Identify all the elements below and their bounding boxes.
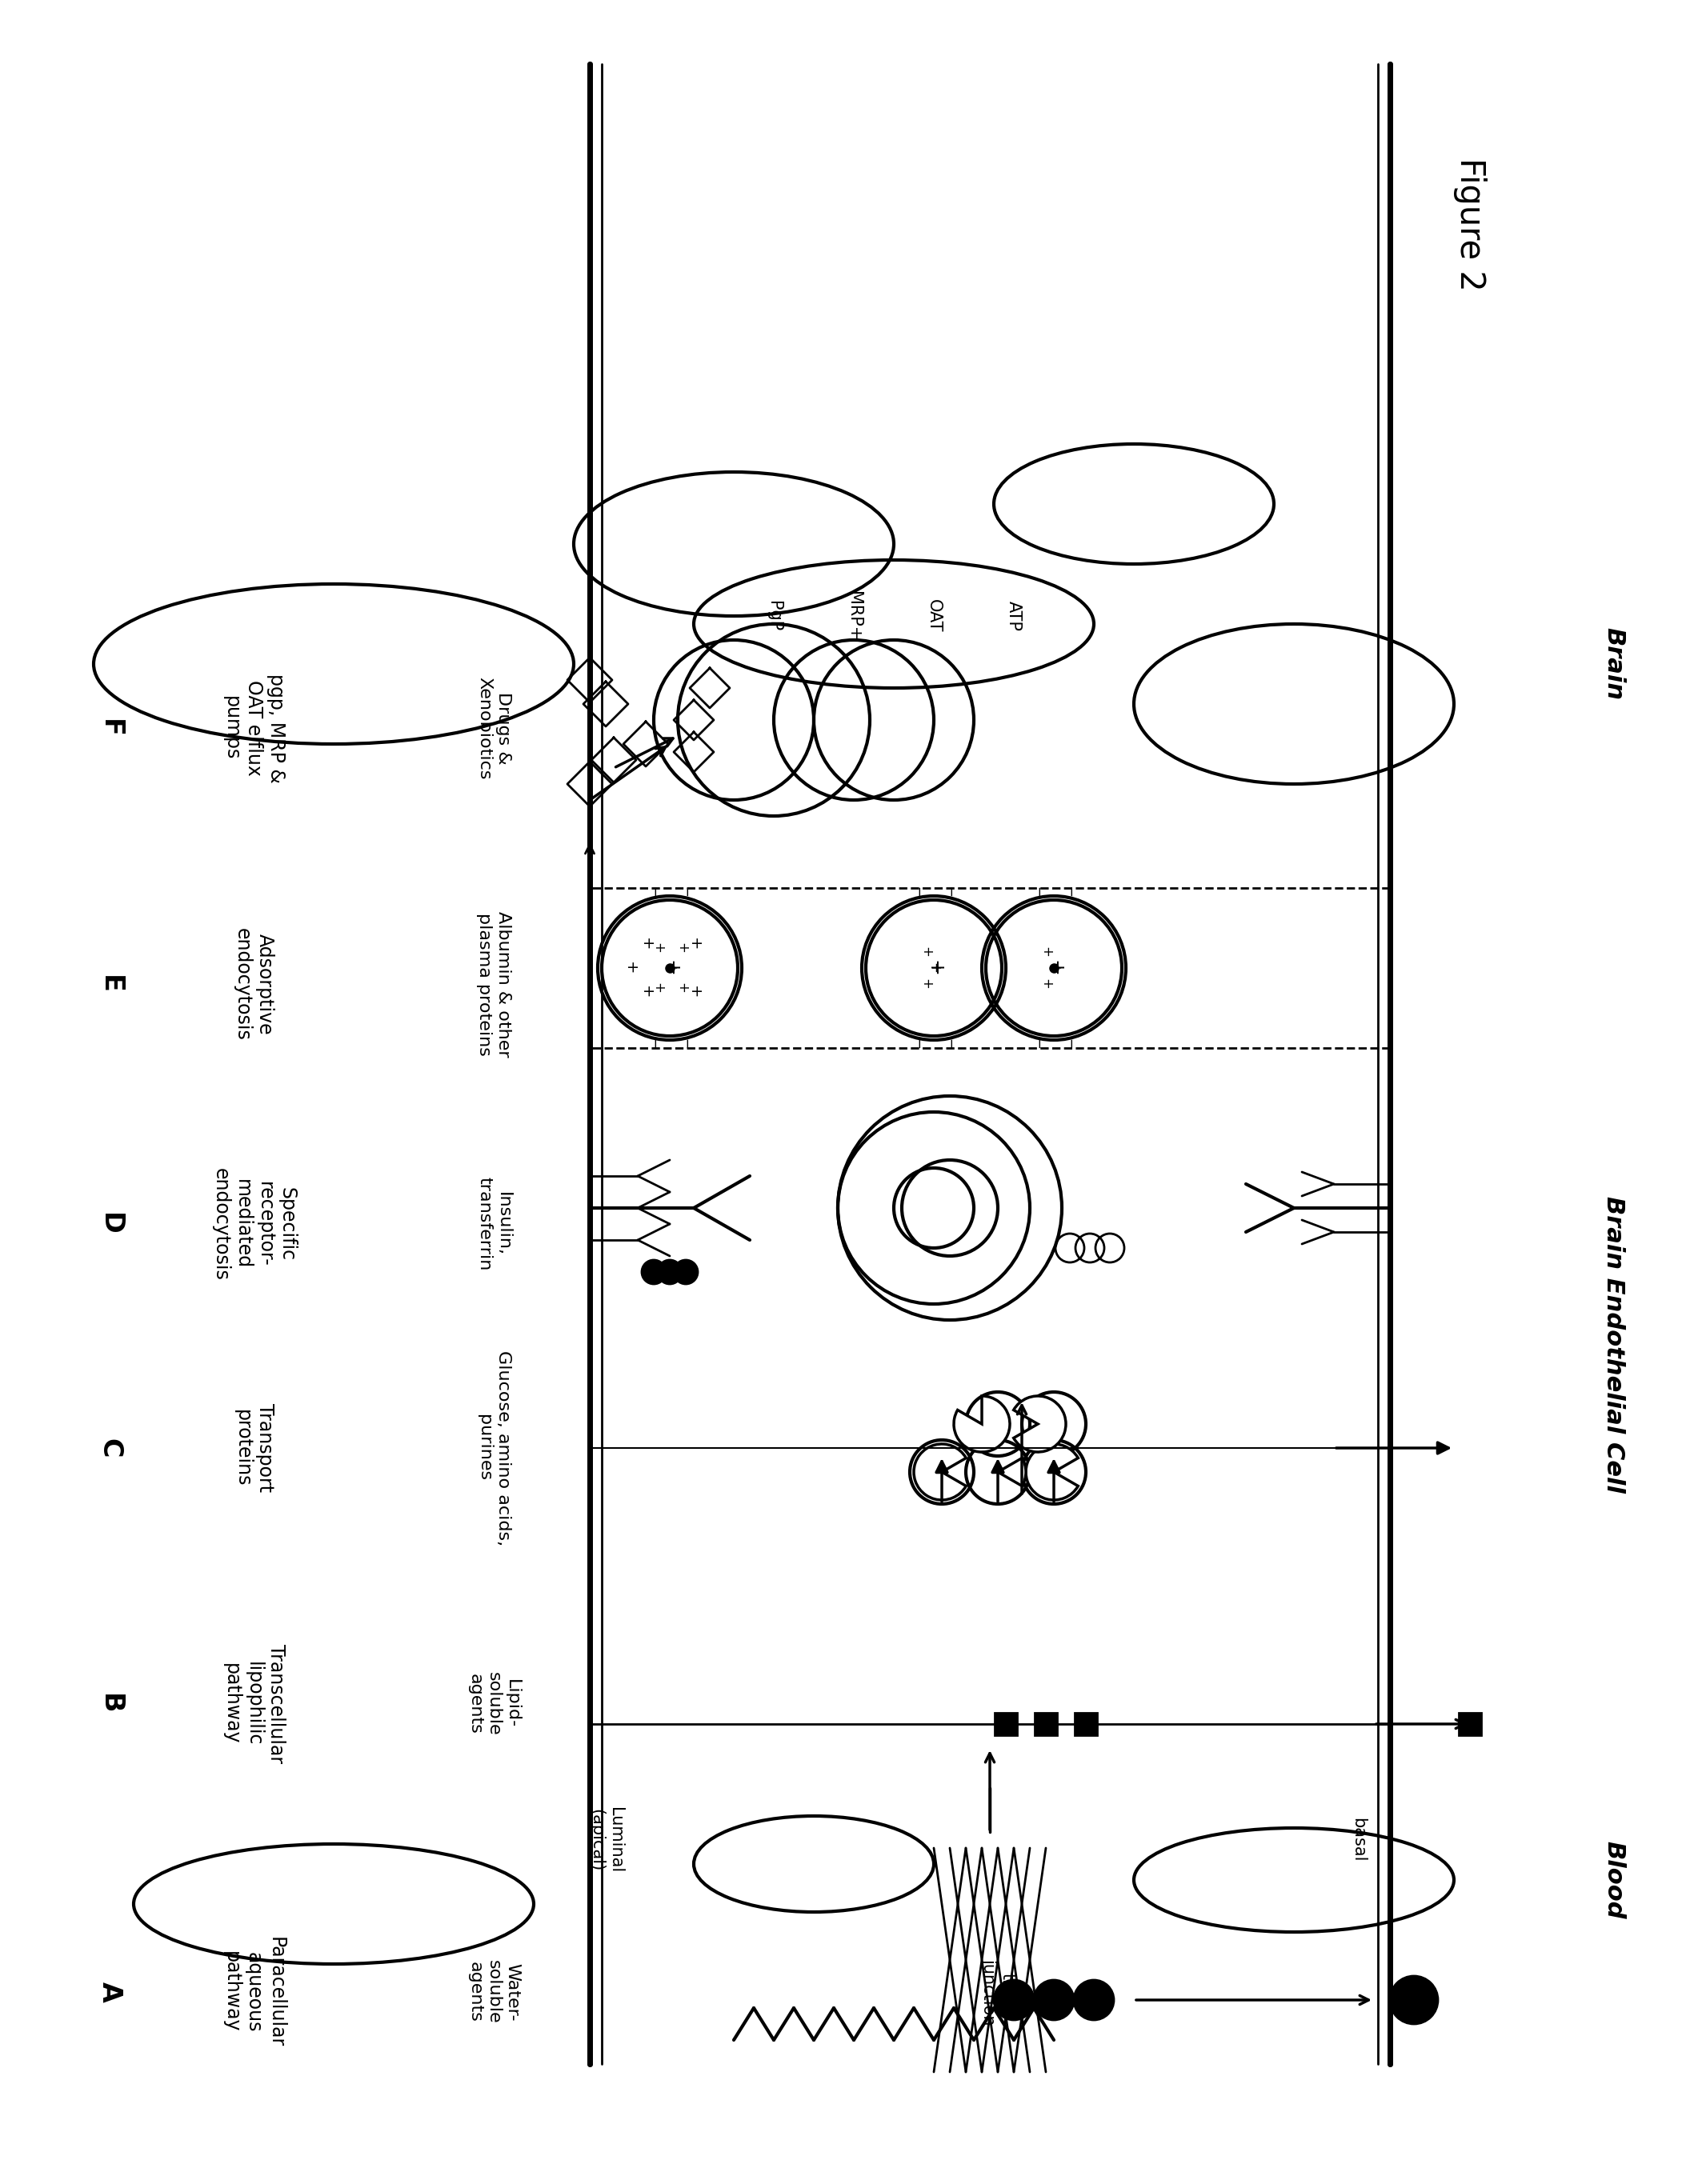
Text: +: +: [639, 937, 654, 950]
Ellipse shape: [642, 1260, 666, 1284]
Ellipse shape: [1391, 1977, 1438, 2025]
Bar: [1074, 1712, 1098, 1736]
Text: −: −: [647, 887, 661, 898]
Text: Brain Endothelial Cell: Brain Endothelial Cell: [1603, 1195, 1626, 1492]
Text: E: E: [97, 974, 124, 994]
Ellipse shape: [674, 1260, 698, 1284]
Text: +: +: [674, 943, 689, 954]
Text: Drugs &
Xenobiotics: Drugs & Xenobiotics: [476, 677, 512, 780]
Text: −: −: [1030, 887, 1045, 898]
Text: −: −: [1062, 887, 1077, 898]
Text: +: +: [650, 983, 666, 994]
Text: −: −: [1030, 1037, 1045, 1051]
Text: PgP: PgP: [766, 601, 783, 631]
Text: +: +: [639, 985, 654, 998]
Text: Paracellular
aqueous
pathway: Paracellular aqueous pathway: [222, 1937, 286, 2046]
Text: Figure 2: Figure 2: [1453, 157, 1487, 290]
Text: Transcellular
lipophilic
pathway: Transcellular lipophilic pathway: [222, 1645, 286, 1765]
Text: Adsorptive
endocytosis: Adsorptive endocytosis: [234, 928, 274, 1040]
Text: −: −: [1062, 1037, 1077, 1051]
Ellipse shape: [994, 1981, 1033, 2020]
Text: −: −: [911, 887, 925, 898]
Text: +: +: [918, 946, 933, 957]
Text: OAT: OAT: [927, 598, 942, 633]
Bar: [1459, 1712, 1481, 1736]
Wedge shape: [913, 1444, 966, 1500]
Text: −: −: [679, 887, 693, 898]
Text: +: +: [1038, 946, 1054, 957]
Wedge shape: [998, 1459, 1027, 1485]
Text: Lipid-
soluble
agents: Lipid- soluble agents: [468, 1673, 520, 1736]
Text: Transport
proteins: Transport proteins: [234, 1404, 274, 1492]
Text: C: C: [97, 1439, 124, 1457]
Text: Water-
soluble
agents: Water- soluble agents: [468, 1961, 520, 2025]
Wedge shape: [954, 1396, 1010, 1452]
Ellipse shape: [1033, 1981, 1074, 2020]
Text: +: +: [662, 963, 678, 974]
Text: +: +: [686, 985, 701, 998]
Text: Albumin & other
plasma proteins: Albumin & other plasma proteins: [476, 911, 512, 1057]
Text: +: +: [1044, 959, 1064, 976]
Text: +: +: [925, 959, 944, 976]
Text: A: A: [97, 1981, 124, 2003]
Text: MRP+: MRP+: [845, 592, 862, 640]
Bar: [1035, 1712, 1057, 1736]
Bar: [994, 1712, 1016, 1736]
Text: D: D: [97, 1212, 124, 1236]
Wedge shape: [1013, 1396, 1066, 1452]
Text: +: +: [927, 963, 942, 974]
Text: Insulin,
transferrin: Insulin, transferrin: [476, 1177, 512, 1271]
Text: +: +: [918, 978, 933, 989]
Text: Brain: Brain: [1603, 627, 1626, 701]
Text: +: +: [1038, 978, 1054, 989]
Text: basal: basal: [1350, 1817, 1365, 1863]
Text: Glucose, amino acids,
purines: Glucose, amino acids, purines: [476, 1350, 512, 1546]
Text: −: −: [942, 1037, 957, 1051]
Ellipse shape: [1074, 1981, 1115, 2020]
Text: −: −: [647, 1037, 661, 1051]
Text: +: +: [1047, 963, 1060, 974]
Text: +: +: [650, 943, 666, 954]
Text: +: +: [622, 961, 637, 974]
Text: pgp, MRP &
OAT elflux
pumps: pgp, MRP & OAT elflux pumps: [222, 673, 286, 782]
Text: B: B: [97, 1695, 124, 1714]
Text: +: +: [686, 937, 701, 950]
Text: ATP: ATP: [1006, 601, 1021, 631]
Text: +: +: [674, 983, 689, 994]
Text: −: −: [911, 1037, 925, 1051]
Text: Specific
receptor-
mediated
endocytosis: Specific receptor- mediated endocytosis: [210, 1168, 296, 1280]
Text: Blood: Blood: [1603, 1841, 1626, 1920]
Text: tight
junction: tight junction: [981, 1959, 1015, 2025]
Text: −: −: [942, 887, 957, 898]
Wedge shape: [1027, 1444, 1077, 1500]
Text: F: F: [97, 719, 124, 738]
Text: +: +: [661, 959, 679, 976]
Text: −: −: [679, 1037, 693, 1051]
Ellipse shape: [657, 1260, 681, 1284]
Text: Luminal
(apical): Luminal (apical): [588, 1806, 623, 1874]
